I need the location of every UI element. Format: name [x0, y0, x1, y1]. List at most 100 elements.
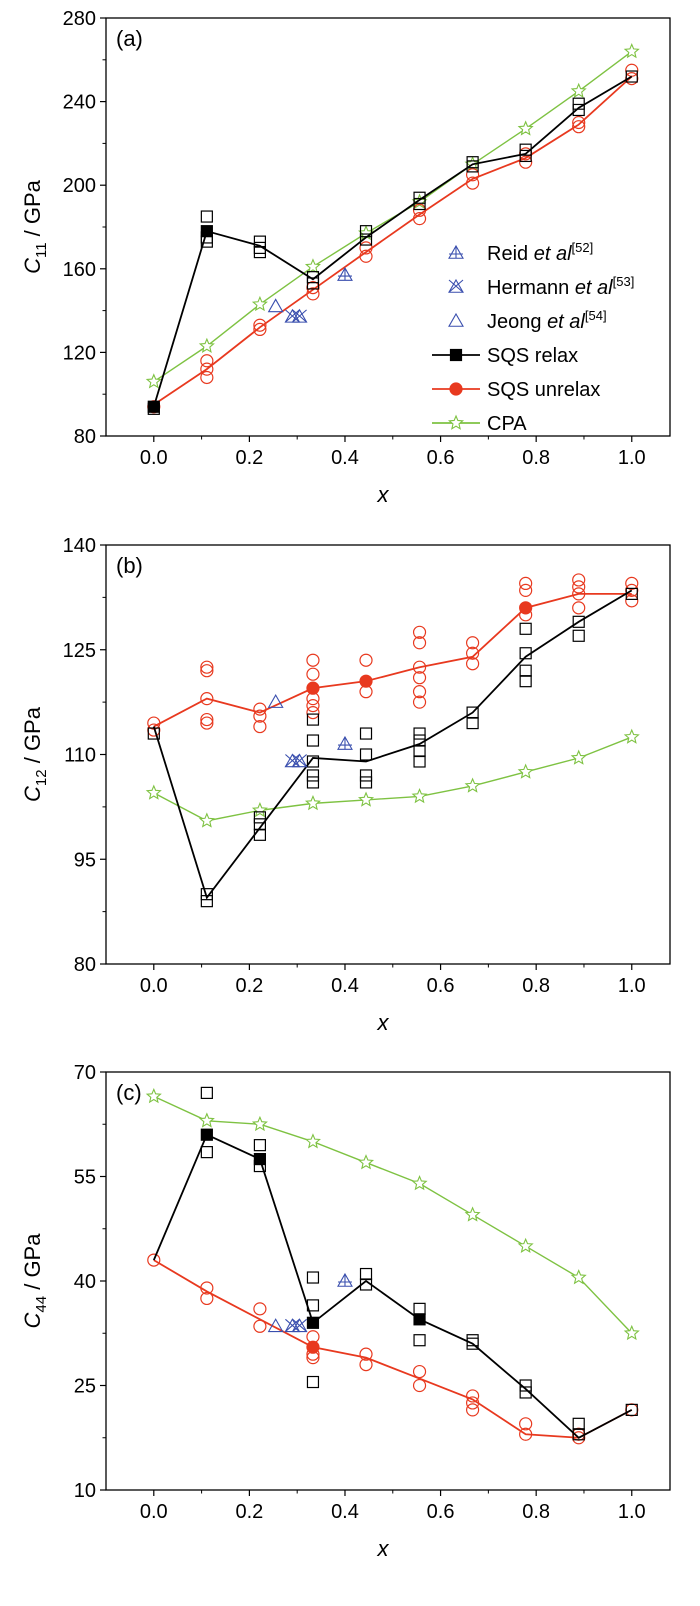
- data-point: [572, 573, 586, 587]
- legend-label: Hermann et al[53]: [487, 274, 634, 299]
- data-point: [253, 811, 267, 824]
- data-point: [466, 1403, 480, 1417]
- data-point: [359, 241, 373, 255]
- reference-point-reid: [337, 1272, 353, 1287]
- reference-point-hermann: [284, 308, 301, 323]
- triangle-shape: [267, 1318, 284, 1333]
- data-point: [572, 1417, 585, 1430]
- cpa-point: [304, 258, 321, 274]
- data-point: [359, 748, 373, 761]
- reference-point-hermann: [284, 753, 301, 768]
- data-point: [572, 601, 586, 615]
- data-point: [413, 1302, 426, 1315]
- cpa-point: [145, 784, 162, 800]
- data-point: [200, 692, 214, 706]
- cpa-point: [251, 801, 268, 818]
- data-point: [572, 103, 585, 117]
- data-point: [359, 769, 373, 782]
- cpa-point: [623, 43, 640, 59]
- data-point: [572, 615, 585, 628]
- data-point: [359, 1278, 373, 1291]
- cpa-point: [623, 1324, 640, 1341]
- data-point: [413, 191, 426, 204]
- x-tick-label: 0.0: [140, 1501, 168, 1523]
- data-point: [519, 675, 532, 688]
- y-tick-label: 80: [74, 954, 96, 976]
- data-point: [253, 818, 267, 831]
- data-point: [625, 63, 639, 77]
- series-sqs-relax: [152, 1086, 638, 1441]
- series-line: [152, 589, 633, 900]
- data-point: [466, 168, 480, 182]
- reference-points: [267, 266, 353, 323]
- cpa-point: [411, 1175, 428, 1191]
- legend-marker: [449, 382, 463, 396]
- panel-label: (c): [116, 1080, 142, 1105]
- x-tick-label: 0.2: [235, 447, 263, 469]
- series-cpa: [145, 1087, 640, 1341]
- data-point: [306, 769, 320, 782]
- reference-point-hermann: [284, 1318, 301, 1333]
- cpa-point: [464, 777, 481, 793]
- series-line: [153, 736, 633, 822]
- legend-item: Reid et al[52]: [448, 240, 593, 265]
- data-point: [200, 716, 214, 730]
- cpa-point: [623, 728, 640, 744]
- data-point: [519, 622, 532, 635]
- data-point: [253, 709, 267, 723]
- mean-point: [306, 1316, 320, 1329]
- y-axis-title: C12 / GPa: [20, 706, 50, 802]
- cpa-point: [570, 82, 587, 98]
- cross-shape: [448, 279, 464, 293]
- data-point: [466, 657, 480, 671]
- y-tick-label: 25: [74, 1376, 96, 1398]
- data-point: [412, 1378, 427, 1393]
- data-point: [306, 667, 320, 681]
- y-axis-title: C44 / GPa: [20, 1233, 50, 1329]
- series-line: [152, 1133, 633, 1439]
- mean-point: [306, 681, 320, 695]
- data-point: [466, 1396, 480, 1410]
- data-point: [466, 706, 479, 719]
- data-point: [466, 160, 479, 173]
- cross-shape: [285, 309, 300, 323]
- cpa-point: [251, 1115, 268, 1132]
- data-point: [519, 1427, 533, 1441]
- y-tick-label: 95: [74, 849, 96, 871]
- legend-label: Jeong et al[54]: [487, 308, 607, 333]
- cross-shape: [285, 1318, 300, 1332]
- data-point: [306, 734, 320, 747]
- data-point: [625, 70, 638, 83]
- data-point: [200, 1086, 213, 1100]
- data-point: [200, 895, 213, 908]
- cpa-point: [517, 763, 534, 779]
- data-point: [519, 143, 532, 156]
- reference-point-reid: [337, 735, 353, 750]
- reference-point-jeong: [267, 298, 284, 313]
- series-cpa: [145, 43, 640, 389]
- data-point: [200, 210, 213, 223]
- cpa-point: [304, 794, 321, 811]
- data-point: [519, 1386, 532, 1399]
- y-tick-label: 280: [63, 8, 96, 30]
- data-point: [466, 1337, 479, 1350]
- reference-point-hermann: [291, 308, 308, 323]
- data-point: [147, 727, 160, 740]
- cpa-point: [464, 1206, 481, 1222]
- cpa-point: [198, 1112, 215, 1128]
- data-point: [572, 587, 586, 601]
- data-point: [306, 755, 320, 768]
- legend: Reid et al[52] Hermann et al[53] Jeong et …: [432, 240, 634, 435]
- data-point: [625, 587, 638, 600]
- y-tick-label: 10: [74, 1480, 96, 1502]
- legend-item: Hermann et al[53]: [448, 274, 634, 299]
- data-point: [413, 1334, 426, 1347]
- data-point: [253, 1139, 267, 1152]
- mean-point: [253, 1152, 267, 1166]
- data-point: [412, 671, 427, 685]
- cpa-point: [358, 791, 375, 807]
- data-point: [466, 716, 479, 730]
- x-tick-label: 1.0: [618, 1501, 646, 1523]
- data-point: [200, 1281, 214, 1295]
- data-point: [359, 225, 373, 238]
